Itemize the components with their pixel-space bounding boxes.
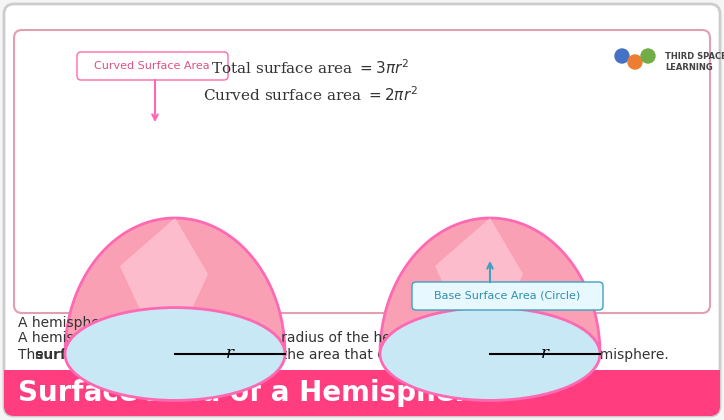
Text: is the area that covers the outer surface of a hemisphere.: is the area that covers the outer surfac… [262, 348, 669, 362]
Text: THIRD SPACE
LEARNING: THIRD SPACE LEARNING [665, 52, 724, 72]
Text: The: The [18, 348, 48, 362]
Text: r: r [226, 345, 234, 362]
Text: Base Surface Area (Circle): Base Surface Area (Circle) [434, 291, 580, 301]
Text: Curved Surface Area: Curved Surface Area [94, 61, 210, 71]
Text: r: r [436, 331, 442, 345]
FancyBboxPatch shape [14, 30, 710, 313]
Circle shape [641, 49, 655, 63]
Polygon shape [65, 218, 285, 354]
FancyBboxPatch shape [4, 4, 720, 416]
Circle shape [628, 55, 642, 69]
Circle shape [615, 49, 629, 63]
Text: .: . [444, 331, 448, 345]
Text: Curved surface area $= 2\pi r^2$: Curved surface area $= 2\pi r^2$ [203, 86, 418, 104]
Ellipse shape [380, 307, 600, 400]
Text: A hemisphere is a 3D shape.: A hemisphere is a 3D shape. [18, 316, 216, 330]
FancyBboxPatch shape [4, 370, 720, 416]
Text: Total surface area $= 3\pi r^2$: Total surface area $= 3\pi r^2$ [211, 59, 409, 77]
Text: r: r [541, 345, 549, 362]
Polygon shape [380, 218, 600, 354]
FancyBboxPatch shape [77, 52, 228, 80]
Polygon shape [435, 218, 523, 322]
Ellipse shape [65, 307, 285, 400]
Text: Surface Area of a Hemisphere: Surface Area of a Hemisphere [18, 379, 487, 407]
Text: A hemisphere is half of a sphere. The radius of the hemisphere is: A hemisphere is half of a sphere. The ra… [18, 331, 475, 345]
Text: surface area of a hemisphere: surface area of a hemisphere [35, 348, 266, 362]
FancyBboxPatch shape [412, 282, 603, 310]
Bar [4, 370, 720, 390]
Polygon shape [120, 218, 208, 322]
